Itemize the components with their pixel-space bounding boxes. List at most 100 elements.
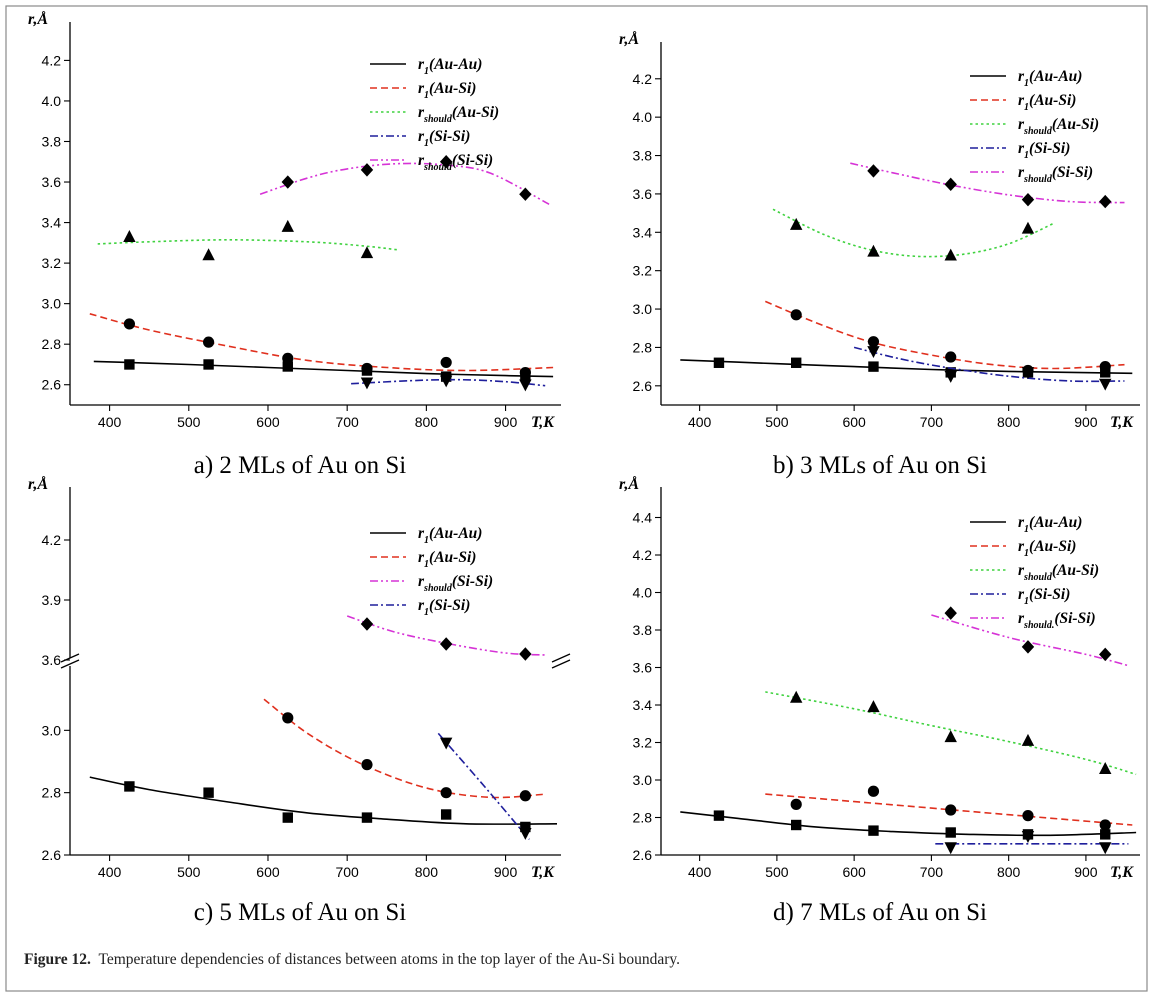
marker-diamond	[867, 164, 880, 178]
x-tick-label: 700	[920, 414, 944, 430]
legend-label-pair: (Si-Si)	[1054, 610, 1095, 627]
marker-square	[945, 827, 956, 838]
legend-label-base: r	[418, 80, 425, 97]
marker-triangle-down	[360, 377, 374, 390]
fit-line	[437, 732, 530, 840]
legend-label: r1(Au-Au)	[418, 525, 482, 546]
fit-line	[263, 698, 546, 799]
legend-label-subscript: 1	[1024, 524, 1029, 535]
fit-line	[89, 776, 558, 825]
legend-label-subscript: 1	[424, 559, 429, 570]
x-axis-label: T,K	[531, 414, 555, 431]
y-tick-label: 3.2	[42, 255, 62, 271]
x-tick-label: 900	[1074, 414, 1098, 430]
x-tick-label: 800	[415, 864, 439, 880]
series-si-si	[853, 346, 1125, 391]
marker-triangle-down	[944, 842, 957, 855]
x-tick-label: 900	[494, 864, 518, 880]
axis-break-slash	[551, 653, 571, 663]
legend-label: r1(Au-Si)	[418, 80, 476, 101]
marker-square	[124, 359, 135, 370]
legend-label-base: r	[418, 56, 425, 73]
marker-circle	[945, 351, 957, 363]
chart-panels: 400 500 600 700 800 900 T,K 2.6 2.8 3.0 3.2 3.4 3.6 3…	[28, 10, 1140, 926]
fit-line	[259, 162, 550, 206]
marker-triangle-down	[439, 375, 453, 388]
legend-label-base: r	[1018, 610, 1025, 627]
marker-diamond	[360, 163, 374, 177]
legend-label: rshould(Au-Si)	[1018, 562, 1099, 583]
y-tick-label: 3.8	[633, 148, 653, 164]
series-au-si	[89, 313, 554, 379]
legend-label-pair: (Si-Si)	[429, 597, 470, 614]
y-axis-label: r,Å	[619, 30, 639, 48]
marker-square	[791, 819, 802, 831]
legend-label-pair: (Au-Si)	[1052, 562, 1099, 579]
series-should-au-si	[765, 690, 1137, 776]
marker-diamond	[1021, 192, 1035, 207]
legend-label: r1(Au-Si)	[1018, 538, 1076, 559]
y-tick-label: 3.2	[633, 735, 653, 751]
y-tick-label: 2.6	[633, 378, 653, 394]
legend-label: r1(Au-Au)	[1018, 514, 1082, 535]
x-axis-label: T,K	[1110, 864, 1134, 881]
x-tick-label: 400	[688, 414, 712, 430]
legend-label: rshould(Si-Si)	[418, 152, 493, 173]
legend-label-pair: (Au-Au)	[429, 56, 482, 73]
marker-square	[868, 825, 879, 836]
y-tick-label: 4.0	[42, 93, 62, 109]
marker-square	[282, 812, 293, 823]
legend-label-subscript: should	[1023, 572, 1053, 583]
x-tick-label: 400	[98, 864, 122, 880]
axis-break-slash	[551, 659, 571, 669]
y-tick-label: 3.9	[42, 592, 62, 608]
axis-break-slash	[60, 659, 80, 669]
legend-label-pair: (Si-Si)	[429, 128, 470, 145]
y-tick-label: 4.2	[42, 532, 62, 548]
legend-label-base: r	[1018, 562, 1025, 579]
legend-label-pair: (Au-Si)	[429, 80, 476, 97]
marker-circle	[361, 759, 373, 771]
fit-line	[765, 691, 1137, 776]
fit-line	[97, 238, 399, 251]
marker-square	[713, 357, 725, 368]
legend-label-base: r	[418, 573, 425, 590]
marker-triangle-up	[360, 246, 374, 259]
legend-label-base: r	[1018, 164, 1025, 181]
y-tick-label: 4.0	[633, 109, 653, 125]
axis-break-gap	[62, 658, 78, 666]
y-tick-label: 3.0	[42, 296, 62, 312]
y-tick-label: 2.6	[42, 847, 62, 863]
marker-triangle-down	[1099, 842, 1112, 855]
marker-circle	[1099, 361, 1111, 373]
legend-label-base: r	[1018, 586, 1025, 603]
marker-circle	[440, 787, 452, 799]
marker-square	[868, 361, 879, 372]
marker-triangle-down	[519, 379, 532, 392]
marker-diamond	[439, 155, 453, 169]
legend-label-pair: (Au-Au)	[1029, 68, 1082, 85]
legend-label: rshould(Au-Si)	[1018, 116, 1099, 137]
y-tick-label: 3.6	[42, 174, 62, 190]
marker-diamond	[944, 177, 957, 192]
marker-triangle-up	[1099, 762, 1112, 774]
y-tick-label: 4.0	[633, 585, 653, 601]
legend-label: r1(Si-Si)	[1018, 586, 1070, 607]
x-tick-label: 500	[765, 864, 789, 880]
marker-triangle-down	[1099, 378, 1112, 391]
legend-label-pair: (Si-Si)	[1029, 140, 1070, 157]
legend-label-base: r	[418, 152, 425, 169]
figure-frame	[5, 5, 1148, 992]
marker-triangle-up	[790, 217, 803, 230]
marker-circle	[1099, 819, 1111, 831]
series-si-si	[351, 375, 546, 392]
legend-label-pair: (Au-Au)	[1029, 514, 1082, 531]
y-axis-label: r,Å	[28, 10, 48, 28]
y-tick-label: 3.8	[633, 622, 653, 638]
y-tick-label: 4.2	[633, 71, 653, 87]
y-tick-label: 2.8	[42, 336, 62, 352]
fit-line	[850, 162, 1125, 204]
x-tick-label: 700	[920, 864, 944, 880]
legend-label-base: r	[418, 525, 425, 542]
